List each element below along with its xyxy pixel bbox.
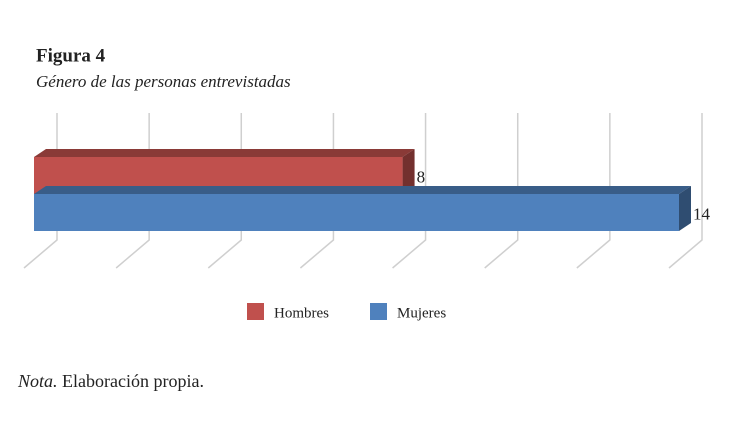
legend-label: Hombres [274, 305, 329, 321]
grid-line [668, 113, 703, 269]
bar-face [34, 186, 691, 194]
note-label: Nota. [17, 371, 58, 391]
chart-subtitle: Género de las personas entrevistadas [36, 72, 291, 91]
bar [34, 149, 415, 194]
note: Nota. Elaboración propia. [17, 371, 204, 391]
bar-face [34, 149, 415, 157]
legend-label: Mujeres [397, 305, 446, 321]
data-label: 8 [417, 167, 426, 186]
grid-line [484, 113, 519, 269]
bar-face [402, 149, 415, 194]
chart-title: Figura 4 [36, 45, 106, 66]
bar [34, 186, 691, 231]
bar-face [34, 194, 679, 231]
bar-face [679, 186, 691, 231]
grid-line [392, 113, 427, 269]
legend-swatch [370, 303, 387, 320]
data-label: 14 [693, 204, 711, 223]
legend-swatch [247, 303, 264, 320]
note-text: Elaboración propia. [62, 371, 204, 391]
grid-line [576, 113, 611, 269]
bar-face [34, 157, 403, 194]
